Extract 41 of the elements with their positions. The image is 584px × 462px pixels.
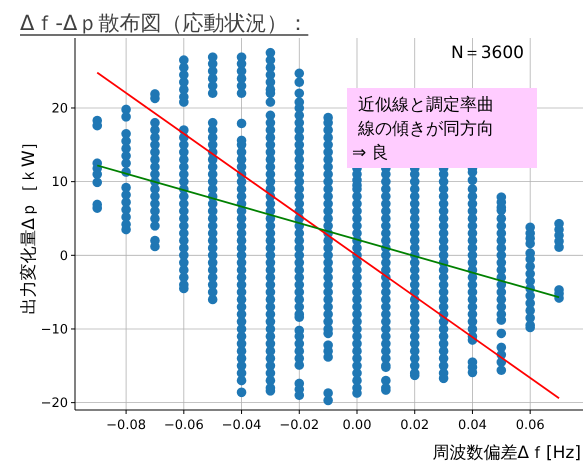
annotation: 線の傾きが同方向 bbox=[357, 119, 494, 139]
x-tick-label: 0.06 bbox=[516, 418, 545, 433]
x-tick-label: −0.04 bbox=[222, 418, 262, 433]
point bbox=[496, 328, 506, 338]
point bbox=[121, 158, 131, 168]
annotation: ⇒ 良 bbox=[352, 143, 389, 163]
y-tick-label: 0 bbox=[60, 248, 68, 264]
point bbox=[294, 88, 304, 98]
point bbox=[266, 97, 276, 107]
point bbox=[236, 88, 246, 98]
y-tick-label: −10 bbox=[40, 322, 68, 338]
x-tick-label: 0.00 bbox=[342, 418, 372, 433]
point bbox=[236, 376, 246, 386]
point bbox=[208, 294, 218, 304]
x-tick-label: 0.02 bbox=[400, 418, 430, 433]
point bbox=[236, 388, 246, 398]
point bbox=[323, 396, 333, 406]
point bbox=[294, 68, 304, 78]
point bbox=[208, 88, 218, 98]
x-tick-label: −0.06 bbox=[164, 418, 204, 433]
point bbox=[294, 77, 304, 87]
point bbox=[468, 175, 478, 185]
point bbox=[150, 221, 160, 231]
y-axis-title: 出力変化量Δｐ［ｋW］ bbox=[19, 133, 39, 315]
y-tick-label: −20 bbox=[40, 396, 68, 412]
x-axis-title: 周波数偏差Δｆ[Hz] bbox=[432, 443, 581, 462]
chart-title: Δｆ-Δｐ散布図（応動状況）： bbox=[20, 11, 308, 35]
x-tick-label: −0.02 bbox=[279, 418, 320, 433]
y-tick-label: 20 bbox=[51, 101, 68, 116]
x-tick-label: −0.08 bbox=[106, 418, 146, 433]
point bbox=[496, 365, 506, 376]
point bbox=[121, 112, 131, 122]
annotation: 近似線と調定率曲 bbox=[358, 95, 494, 115]
point bbox=[92, 178, 102, 188]
point bbox=[150, 242, 160, 252]
annotation: N＝3600 bbox=[451, 43, 524, 63]
point bbox=[323, 352, 333, 362]
x-tick-label: 0.04 bbox=[458, 418, 487, 433]
point bbox=[294, 360, 304, 370]
y-tick-label: 10 bbox=[51, 175, 68, 190]
point bbox=[236, 118, 246, 128]
